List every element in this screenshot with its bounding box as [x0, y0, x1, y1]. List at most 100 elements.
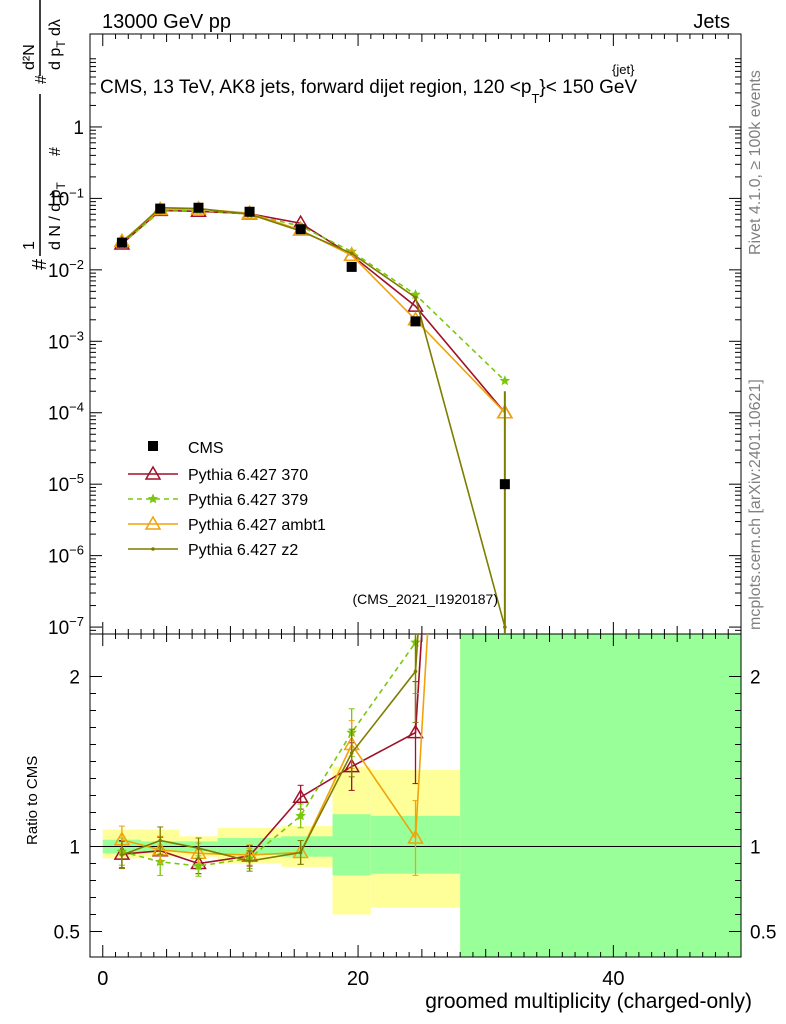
dot-marker	[158, 838, 163, 843]
ratio-y-tick-label: 0.5	[54, 923, 80, 944]
dot-marker	[196, 846, 201, 850]
svg-text:d N / d pT: d N / d pT	[47, 182, 68, 250]
svg-text:1: 1	[21, 241, 38, 250]
dot-marker	[413, 669, 418, 674]
chart-title-main: CMS, 13 TeV, AK8 jets, forward dijet reg…	[100, 77, 531, 98]
series-line	[121, 206, 506, 628]
y-axis-label-ratio: Ratio to CMS	[24, 756, 41, 845]
ratio-y-tick-label-right: 2	[750, 668, 761, 689]
y-tick-label: 10−3	[48, 328, 84, 353]
series-ratio	[116, 634, 421, 877]
legend-label: Pythia 6.427 370	[188, 467, 308, 484]
dot-marker	[413, 295, 418, 300]
legend-label: Pythia 6.427 ambt1	[188, 517, 326, 534]
y-tick-label: 10−2	[48, 257, 84, 282]
star-marker	[193, 860, 204, 871]
triangle-marker	[407, 829, 424, 844]
triangle-marker	[144, 515, 162, 530]
legend-item: Pythia 6.427 ambt1	[128, 515, 326, 534]
star-marker	[295, 810, 306, 821]
mc-series-main	[113, 200, 514, 634]
legend-item-cms: CMS	[148, 440, 224, 457]
legend-label: Pythia 6.427 379	[188, 492, 308, 509]
y-tick-label: 1	[73, 118, 84, 139]
dot-marker	[349, 751, 354, 755]
data-point	[295, 224, 306, 235]
dot-marker	[247, 859, 252, 863]
triangle-marker	[343, 246, 360, 262]
inner-band-bin	[549, 634, 741, 957]
series-line	[121, 209, 506, 414]
series-ratio	[118, 634, 419, 872]
ratio-line	[121, 634, 423, 865]
triangle-marker	[151, 841, 169, 856]
x-tick-label: 40	[602, 968, 624, 990]
data-point	[410, 316, 421, 327]
series-ratio	[113, 634, 429, 876]
x-tick-label: 0	[97, 968, 108, 990]
x-axis-label: groomed multiplicity (charged-only)	[425, 990, 752, 1013]
triangle-marker	[407, 297, 424, 312]
triangle-marker	[292, 788, 309, 803]
data-point	[499, 479, 510, 490]
data-point	[193, 202, 204, 213]
legend-item: Pythia 6.427 379	[128, 492, 308, 509]
y-tick-label: 10−1	[48, 185, 84, 210]
svg-text:#: #	[47, 147, 64, 156]
series-main	[113, 200, 514, 419]
ratio-y-tick-label-right: 1	[750, 838, 761, 859]
data-point	[116, 237, 127, 248]
chart-title: CMS, 13 TeV, AK8 jets, forward dijet reg…	[100, 77, 637, 106]
rivet-label: Rivet 4.1.0, ≥ 100k events	[747, 70, 764, 255]
series-ratio	[113, 634, 424, 875]
mc-series-ratio	[113, 634, 429, 877]
dot-marker	[298, 850, 303, 855]
series-line	[121, 208, 506, 414]
ratio-line	[121, 634, 419, 862]
analysis-id: (CMS_2021_I1920187)	[352, 591, 498, 607]
chart-title-sub: T	[531, 91, 539, 106]
header-left: 13000 GeV pp	[102, 11, 231, 33]
data-point	[155, 203, 166, 214]
uncertainty-bands	[102, 634, 741, 957]
data-point	[346, 261, 357, 272]
mcplots-label: mcplots.cern.ch [arXiv:2401.10621]	[747, 379, 764, 630]
svg-text:#: #	[33, 75, 50, 84]
svg-text:d²N: d²N	[21, 44, 38, 70]
y-tick-label: 10−7	[48, 614, 84, 639]
chart-title-sup: {jet}	[612, 62, 635, 77]
x-tick-label: 20	[347, 968, 369, 990]
star-marker	[147, 493, 159, 504]
legend-label-cms: CMS	[188, 440, 224, 457]
chart-title-tail: }< 150 GeV	[539, 77, 637, 98]
y-tick-label: 10−6	[48, 543, 84, 568]
series-line	[121, 209, 506, 382]
dot-marker	[349, 251, 354, 256]
data-point	[244, 206, 255, 217]
ratio-line	[121, 634, 417, 867]
data-points-main	[116, 202, 510, 490]
legend: CMS Pythia 6.427 370 Pythia 6.427 379 Pythi…	[128, 440, 326, 559]
triangle-marker	[144, 465, 162, 480]
axis-ticks: 0 20 40 10−1 10−2 10−3 10−4 10−5 10−6 10−7 1 0.5 0.5…	[48, 33, 776, 990]
legend-item: Pythia 6.427 370	[128, 465, 308, 484]
svg-text:d pT dλ: d pT dλ	[47, 19, 68, 70]
ratio-y-tick-label-right: 0.5	[750, 923, 776, 944]
series-main	[120, 205, 507, 629]
ratio-line	[121, 634, 429, 856]
legend-item: Pythia 6.427 z2	[128, 542, 298, 559]
inner-band-bin	[460, 634, 550, 957]
dot-marker	[120, 853, 124, 857]
inner-band-bin	[332, 814, 371, 876]
ratio-y-tick-label: 1	[69, 838, 80, 859]
triangle-marker	[407, 724, 424, 739]
y-tick-label: 10−4	[48, 400, 84, 425]
legend-label: Pythia 6.427 z2	[188, 542, 298, 559]
ratio-y-tick-label: 2	[69, 668, 80, 689]
svg-text:#: #	[29, 258, 51, 270]
y-tick-label: 10−5	[48, 471, 84, 496]
legend-marker-cms	[148, 441, 158, 451]
star-marker	[499, 375, 511, 386]
